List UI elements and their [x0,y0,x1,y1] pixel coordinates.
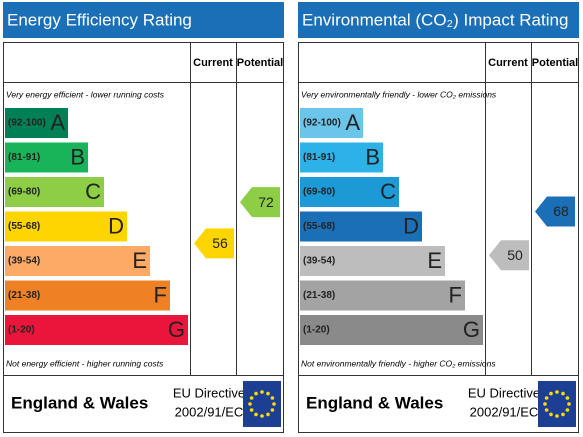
rating-value: 50 [507,247,523,263]
column-header: Current [488,57,528,69]
eu-star [555,390,559,394]
rating-band [5,177,104,207]
band-letter: G [168,317,185,342]
eu-star [543,402,547,406]
footer-region: England & Wales [11,393,148,412]
rating-arrow [194,228,234,259]
rating-band [5,108,68,138]
band-letter: B [365,144,380,169]
rating-value: 72 [258,194,274,210]
rating-band [300,177,399,207]
directive-line: 2002/91/EC [470,404,539,419]
bottom-note: Not environmentally friendly - higher CO… [301,358,496,368]
panel-frame [298,42,579,433]
title-bar [298,2,579,38]
eu-star [549,391,553,396]
eu-star [549,412,553,417]
rating-band [300,280,465,311]
eu-star [555,414,559,418]
band-letter: B [70,144,85,169]
band-letter: F [154,282,167,307]
eu-star [266,391,270,396]
rating-band [5,246,150,276]
directive-line: 2002/91/EC [175,404,244,419]
eu-star [249,408,254,412]
rating-band [5,280,170,311]
rating-band [300,246,445,276]
panel-title: Energy Efficiency Rating [7,10,192,29]
band-range: (21-38) [8,290,40,301]
band-range: (55-68) [303,221,335,232]
band-range: (81-91) [8,152,40,163]
rating-value: 68 [553,203,569,219]
band-range: (1-20) [303,325,330,336]
band-letter: D [108,213,124,238]
eu-star [544,408,549,412]
band-letter: G [463,317,480,342]
top-note: Very energy efficient - lower running co… [6,89,165,99]
column-header: Potential [237,57,283,69]
band-letter: C [380,179,396,204]
band-range: (92-100) [303,118,341,129]
eu-star [260,390,264,394]
eu-star [561,412,565,417]
eu-star [272,402,276,406]
rating-band [5,211,127,242]
eu-star [567,402,571,406]
band-range: (92-100) [8,118,46,129]
directive-line: EU Directive [173,385,245,400]
eu-star [565,396,570,400]
rating-band [300,315,483,345]
title-bar [3,2,284,38]
column-header: Potential [532,57,578,69]
rating-band [300,211,422,242]
band-letter: F [449,282,462,307]
eu-star [561,391,565,396]
eu-star [270,408,275,412]
band-letter: C [85,179,101,204]
panel-frame [3,42,284,433]
eu-star [270,396,275,400]
rating-arrow [240,187,280,218]
band-letter: E [132,248,147,273]
directive-line: EU Directive [468,385,540,400]
eu-star [254,412,258,417]
band-range: (1-20) [8,325,35,336]
bottom-note: Not energy efficient - higher running co… [6,358,164,368]
band-range: (69-80) [303,187,335,198]
band-range: (21-38) [303,290,335,301]
band-range: (39-54) [303,256,335,267]
panel-title: Environmental (CO₂) Impact Rating [302,10,568,29]
rating-value: 56 [212,235,228,251]
band-range: (39-54) [8,256,40,267]
eu-star [266,412,270,417]
rating-band [5,315,188,345]
band-letter: D [403,213,419,238]
rating-band [5,142,88,173]
rating-arrow [535,196,575,227]
band-letter: E [427,248,442,273]
eu-star [254,391,258,396]
band-range: (55-68) [8,221,40,232]
rating-band [300,108,363,138]
eu-star [248,402,252,406]
band-letter: A [345,110,360,135]
footer-region: England & Wales [306,393,443,412]
rating-band [300,142,383,173]
eu-star [544,396,549,400]
rating-arrow [489,240,529,271]
eu-star [565,408,570,412]
top-note: Very environmentally friendly - lower CO… [301,89,497,99]
column-header: Current [193,57,233,69]
band-letter: A [50,110,65,135]
band-range: (69-80) [8,187,40,198]
eu-star [249,396,254,400]
band-range: (81-91) [303,152,335,163]
eu-star [260,414,264,418]
